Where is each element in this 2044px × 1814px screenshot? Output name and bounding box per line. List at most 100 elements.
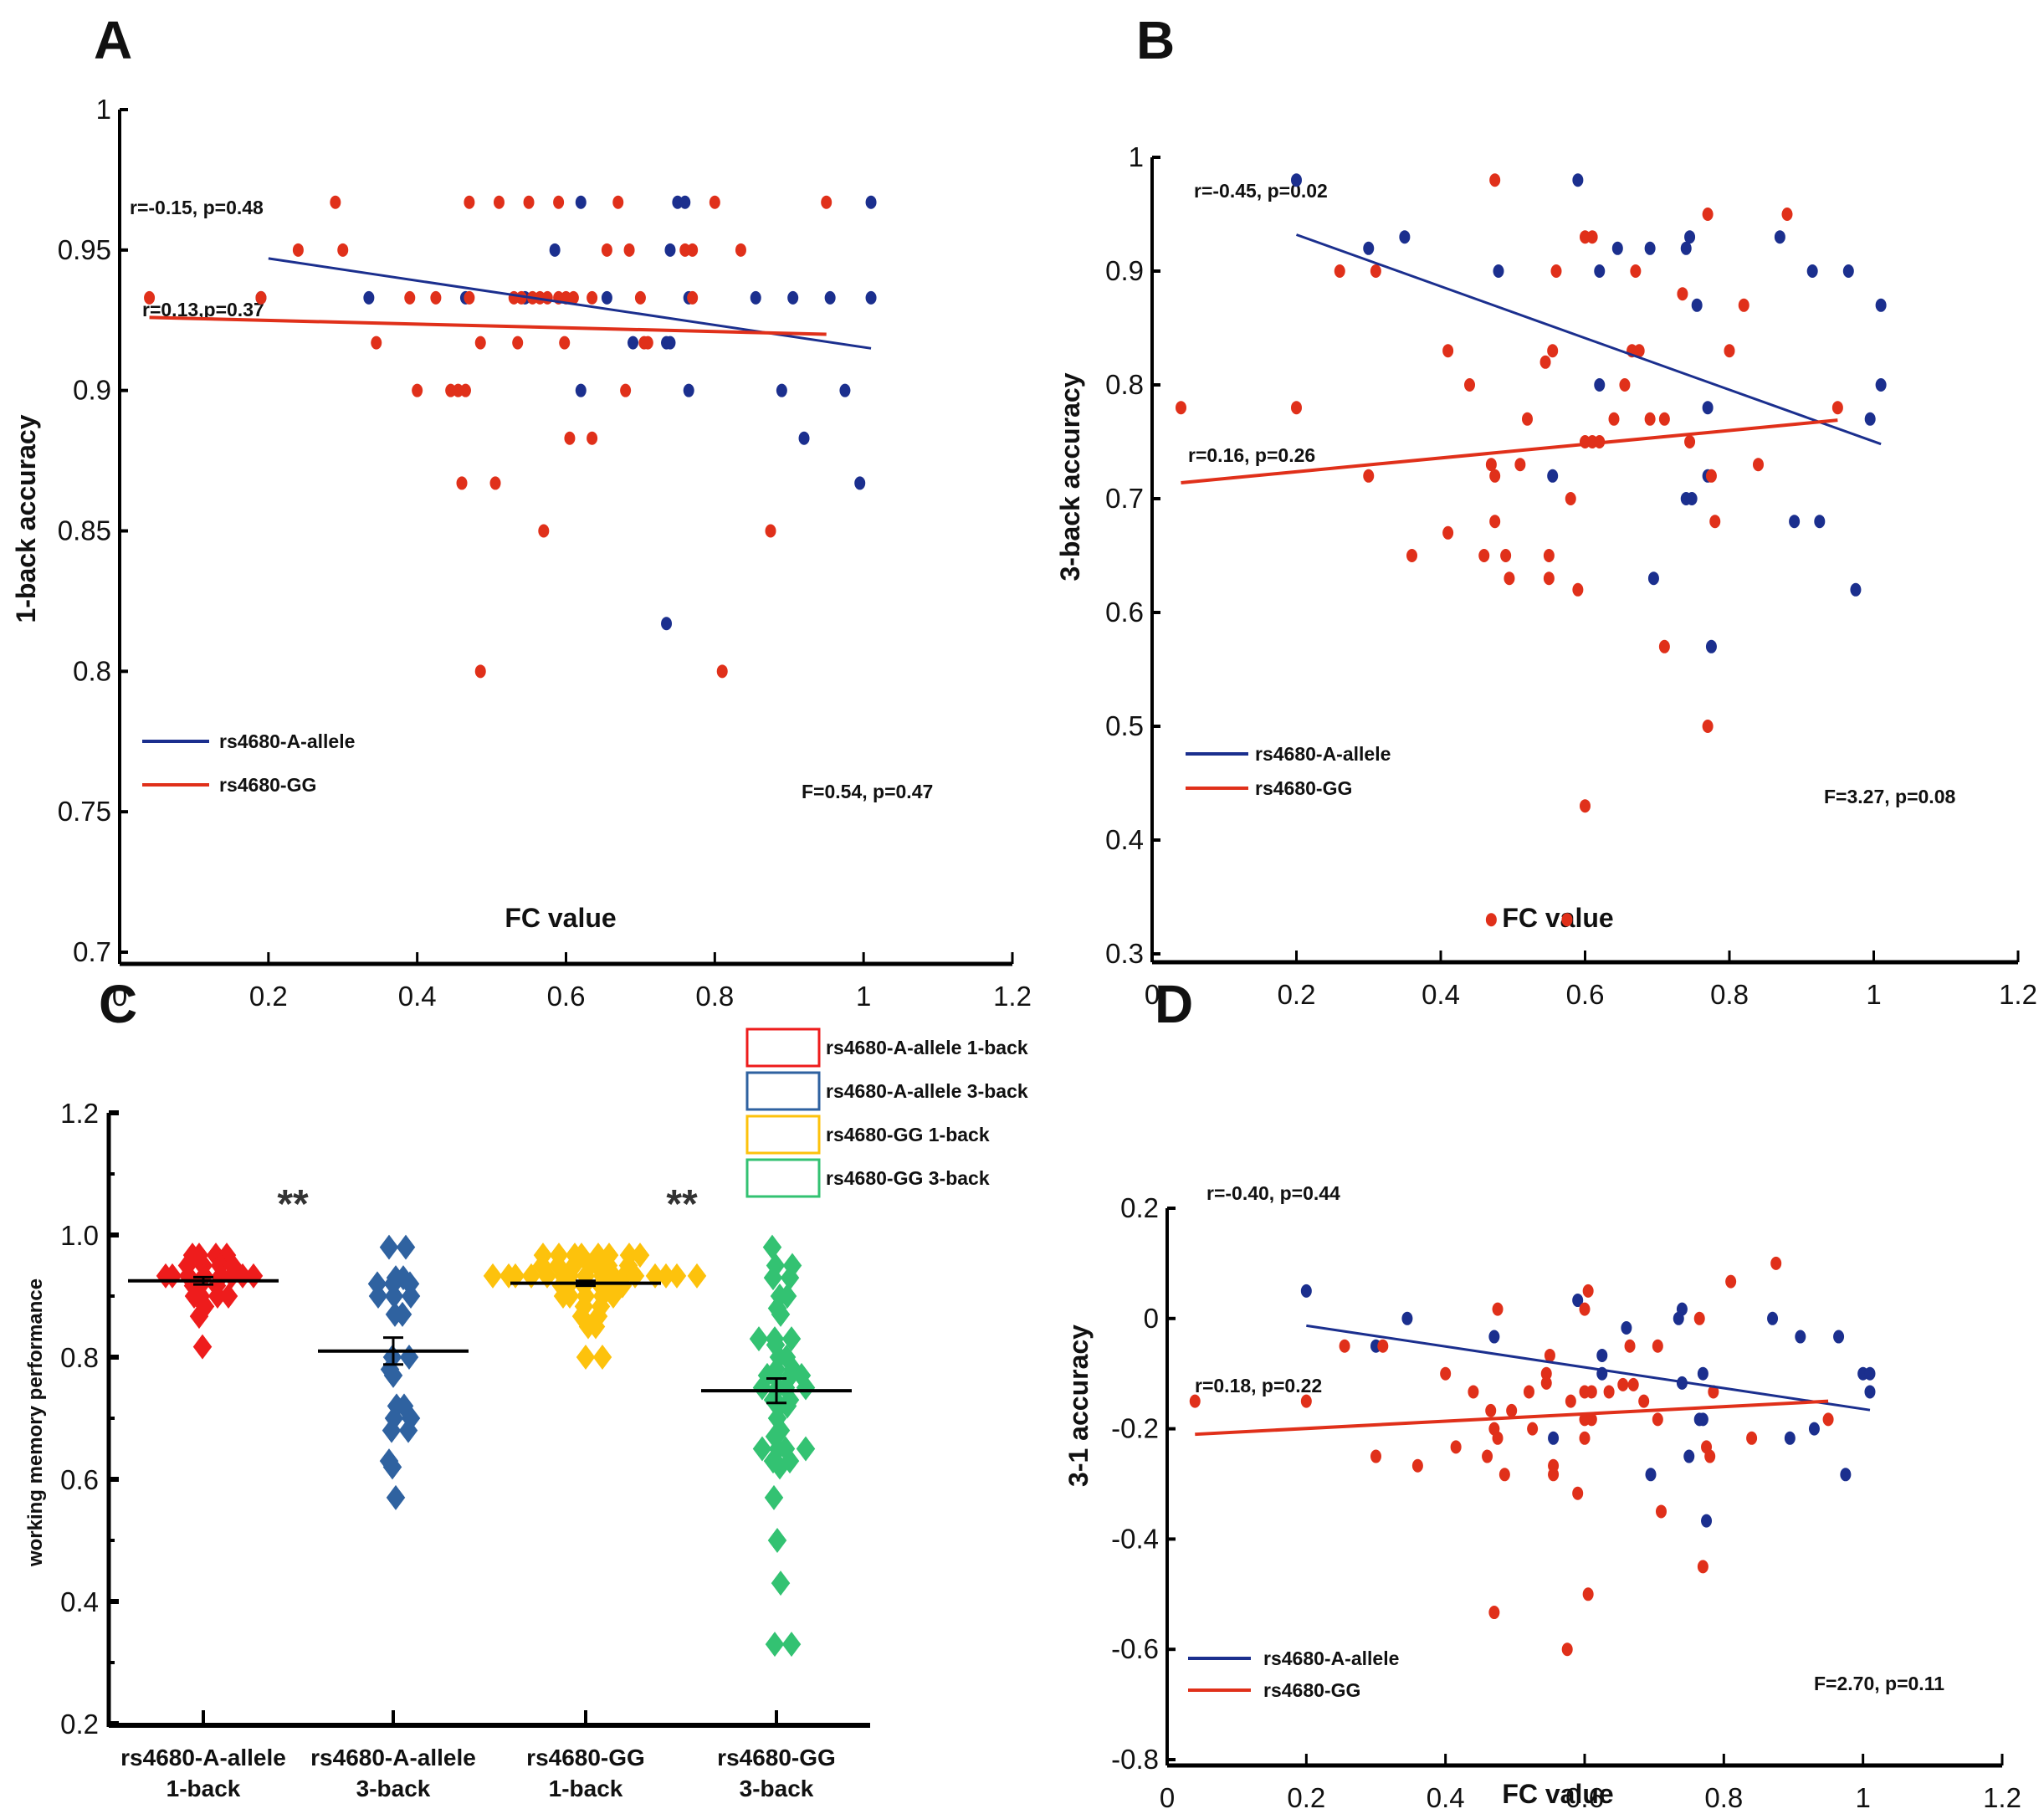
- data-point-rs4680-gg: [404, 290, 416, 305]
- data-point-rs4680-gg: [456, 476, 468, 490]
- x-tick-label-b: 1: [1866, 979, 1881, 1010]
- data-point-rs4680-a-allele-1-back: [243, 1263, 264, 1289]
- data-point-rs4680-a-allele-1-back: [223, 1253, 243, 1279]
- data-point-rs4680-gg: [1488, 1606, 1500, 1620]
- data-point-rs4680-gg: [1514, 458, 1526, 472]
- data-point-rs4680-gg: [1370, 264, 1381, 278]
- data-point-rs4680-gg: [1579, 1431, 1591, 1445]
- data-point-rs4680-gg: [337, 243, 349, 257]
- data-point-rs4680-a-allele: [1572, 173, 1584, 187]
- data-point-rs4680-gg: [1492, 1431, 1504, 1445]
- data-point-rs4680-gg: [330, 195, 341, 209]
- panel-c: C working memory performance rs4680-A-al…: [24, 974, 1028, 1801]
- data-point-rs4680-a-allele: [661, 617, 673, 631]
- data-point-rs4680-gg: [541, 290, 553, 305]
- data-point-rs4680-a-allele: [1291, 173, 1302, 187]
- y-tick-label-c: 1.2: [60, 1098, 99, 1129]
- data-point-rs4680-gg: [489, 476, 501, 490]
- data-point-rs4680-gg: [1579, 1302, 1591, 1316]
- data-point-rs4680-gg: [1738, 298, 1749, 312]
- data-point-rs4680-a-allele: [1697, 1412, 1708, 1427]
- x-tick-label-a: 0.2: [249, 981, 288, 1012]
- data-point-rs4680-gg: [1677, 287, 1688, 301]
- y-tick-label-b: 0.7: [1105, 483, 1144, 514]
- data-point-rs4680-a-allele-3-back: [384, 1284, 404, 1309]
- data-point-rs4680-gg: [1655, 1504, 1667, 1519]
- x-tick-label-d: 0.6: [1565, 1782, 1604, 1813]
- data-point-rs4680-gg: [1627, 1377, 1639, 1391]
- data-point-rs4680-a-allele: [1702, 401, 1714, 415]
- fit-line-rs4680-gg: [1181, 418, 1838, 484]
- y-tick-label-d: 0.2: [1120, 1192, 1159, 1223]
- data-point-rs4680-gg: [255, 290, 267, 305]
- y-tick-label-d: -0.2: [1111, 1413, 1159, 1444]
- data-point-rs4680-a-allele: [1547, 469, 1559, 483]
- category-label-c: rs4680-A-allele: [120, 1745, 286, 1770]
- data-point-rs4680-gg: [1697, 1560, 1708, 1574]
- data-point-rs4680-gg: [1339, 1339, 1350, 1353]
- panel-label-a: A: [94, 10, 132, 70]
- data-point-rs4680-gg-3-back: [762, 1234, 782, 1260]
- data-point-rs4680-gg-3-back: [796, 1436, 816, 1462]
- data-point-rs4680-a-allele: [1789, 515, 1801, 529]
- data-point-rs4680-gg: [687, 290, 699, 305]
- data-point-rs4680-gg: [1724, 344, 1735, 358]
- data-point-rs4680-a-allele: [776, 383, 787, 397]
- data-point-rs4680-gg: [1586, 1385, 1597, 1399]
- fit-line-rs4680-gg: [149, 315, 827, 336]
- y-tick-label-a: 0.8: [73, 655, 111, 686]
- data-point-rs4680-gg: [1527, 1422, 1539, 1436]
- x-tick-label-b: 0.8: [1710, 979, 1749, 1010]
- data-point-rs4680-gg: [512, 336, 524, 350]
- data-point-rs4680-gg: [1580, 799, 1591, 813]
- category-label-c: rs4680-GG: [526, 1745, 645, 1770]
- legend-label-gg-d: rs4680-GG: [1263, 1679, 1360, 1701]
- data-point-rs4680-gg-3-back: [767, 1528, 787, 1553]
- category-label-c: rs4680-GG: [717, 1745, 836, 1770]
- data-point-rs4680-gg-3-back: [752, 1375, 772, 1401]
- data-point-rs4680-gg: [687, 243, 699, 257]
- data-point-rs4680-gg: [1363, 469, 1375, 483]
- data-point-rs4680-gg: [1540, 1366, 1552, 1381]
- data-point-rs4680-a-allele: [839, 383, 851, 397]
- legend-label-a-allele-b: rs4680-A-allele: [1255, 743, 1391, 765]
- data-point-rs4680-gg-3-back: [771, 1571, 791, 1596]
- data-point-rs4680-gg: [1176, 401, 1186, 415]
- data-point-rs4680-a-allele: [798, 431, 810, 445]
- y-tick-label-a: 0.7: [73, 936, 111, 967]
- data-point-rs4680-gg: [464, 195, 475, 209]
- interaction-stat-a: F=0.54, p=0.47: [802, 781, 933, 802]
- data-point-rs4680-gg: [1644, 412, 1656, 426]
- data-point-rs4680-a-allele: [1864, 1366, 1876, 1381]
- data-point-rs4680-a-allele: [679, 195, 691, 209]
- data-point-rs4680-gg: [1370, 1449, 1381, 1463]
- data-point-rs4680-gg: [515, 290, 527, 305]
- legend-label-c: rs4680-A-allele 3-back: [826, 1080, 1028, 1102]
- data-point-rs4680-gg: [765, 524, 776, 538]
- data-point-rs4680-a-allele: [1596, 1348, 1608, 1362]
- data-point-rs4680-gg: [1411, 1458, 1423, 1473]
- data-point-rs4680-gg: [1468, 1385, 1479, 1399]
- data-point-rs4680-a-allele: [854, 476, 866, 490]
- data-point-rs4680-gg: [564, 431, 576, 445]
- x-tick-label-b: 0.2: [1278, 979, 1316, 1010]
- legend-label-gg-a: rs4680-GG: [219, 774, 316, 796]
- data-point-rs4680-gg: [559, 336, 571, 350]
- stat-a-allele-a: r=-0.15, p=0.48: [130, 197, 264, 218]
- data-point-rs4680-gg: [523, 195, 535, 209]
- y-tick-label-a: 0.85: [58, 515, 111, 546]
- y-tick-label-a: 1: [96, 94, 111, 125]
- data-point-rs4680-gg: [1565, 492, 1576, 505]
- data-point-rs4680-gg-3-back: [796, 1375, 816, 1401]
- data-point-rs4680-a-allele-3-back: [386, 1484, 406, 1510]
- data-point-rs4680-a-allele: [1399, 230, 1411, 244]
- data-point-rs4680-gg: [1506, 1403, 1518, 1417]
- data-point-rs4680-gg: [1543, 549, 1555, 562]
- data-point-rs4680-gg: [1582, 1587, 1594, 1601]
- data-point-rs4680-gg: [474, 336, 486, 350]
- data-point-rs4680-gg: [1831, 401, 1843, 415]
- y-tick-label-b: 0.6: [1105, 597, 1144, 628]
- data-point-rs4680-a-allele: [1850, 582, 1862, 597]
- x-axis-title-b: FC value: [1502, 903, 1613, 933]
